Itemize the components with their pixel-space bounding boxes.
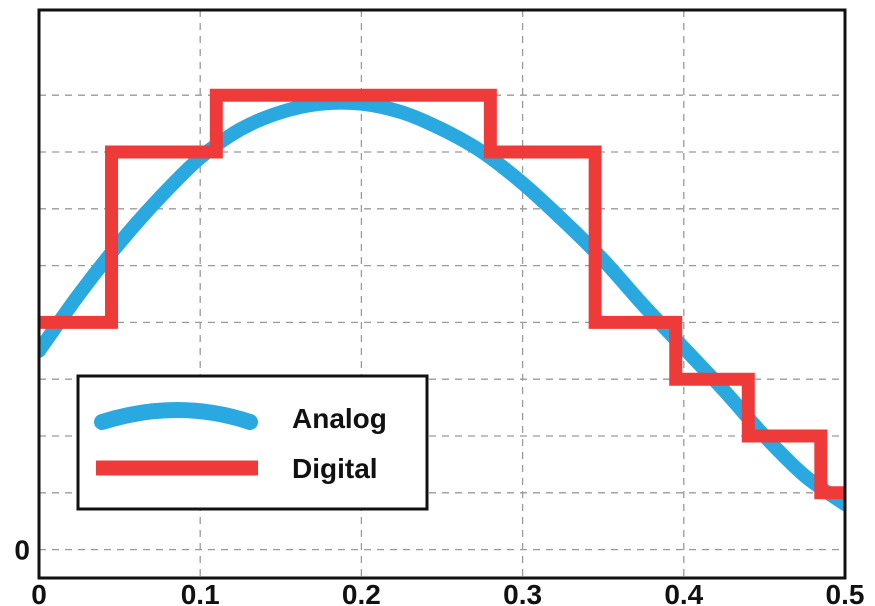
plot-frame <box>37 8 847 580</box>
series-layer <box>39 88 845 512</box>
x-tick-label: 0.1 <box>181 579 220 606</box>
tick-labels: 0 0.1 0.2 0.3 0.4 0.5 0 <box>14 535 864 606</box>
x-tick-label: 0 <box>31 579 47 606</box>
series-line-digital <box>39 88 845 500</box>
legend-box <box>76 374 429 511</box>
x-tick-label: 0.5 <box>826 579 865 606</box>
x-tick-label: 0.4 <box>664 579 703 606</box>
y-tick-label: 0 <box>14 535 30 566</box>
x-tick-label: 0.2 <box>342 579 381 606</box>
x-tick-label: 0.3 <box>503 579 542 606</box>
legend: Analog Digital <box>76 374 429 511</box>
legend-label-analog: Analog <box>292 403 387 434</box>
legend-swatch-analog <box>94 402 258 430</box>
legend-label-digital: Digital <box>292 453 378 484</box>
